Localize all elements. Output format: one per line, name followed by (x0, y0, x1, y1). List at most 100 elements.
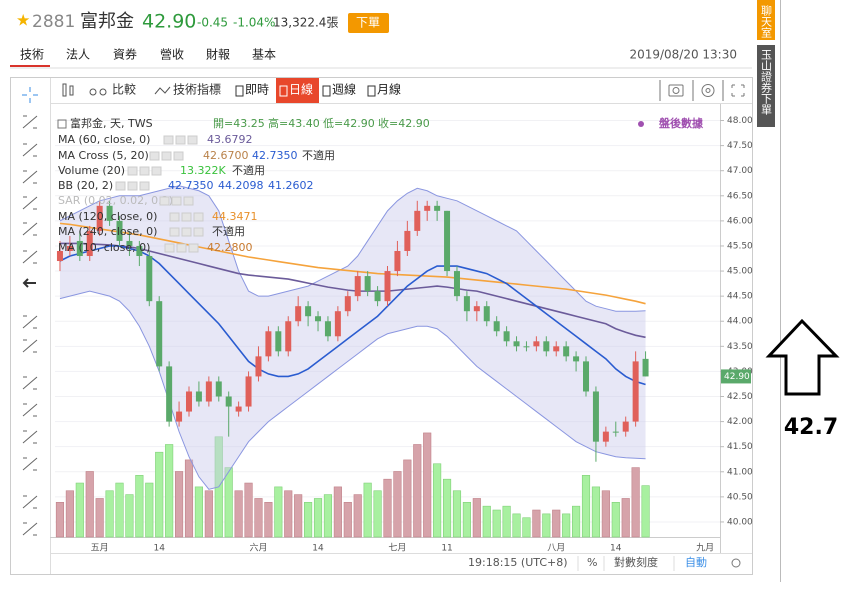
tab[interactable]: 基本 (252, 48, 276, 62)
legend-icon[interactable] (139, 166, 150, 176)
chat-tab[interactable] (757, 0, 775, 40)
tab[interactable]: 營收 (160, 48, 184, 62)
collapse-icon[interactable] (57, 119, 67, 129)
y-tick-label: 48.00 (727, 116, 753, 126)
candle-body (434, 205, 441, 211)
toolbar-right-icons[interactable] (659, 80, 745, 101)
tool-icon[interactable] (22, 170, 38, 184)
auto-toggle[interactable]: 自動 (685, 555, 707, 569)
favorite-star[interactable]: ★ (16, 11, 30, 30)
candle-body (473, 306, 480, 312)
legend-icon[interactable] (151, 166, 162, 176)
indicators-button[interactable]: 技術指標 (173, 82, 221, 97)
volume-bar (373, 490, 382, 538)
settings-icon[interactable] (731, 558, 741, 568)
volume-bar (482, 505, 491, 538)
tool-icon[interactable] (22, 143, 38, 157)
bar-type-icon[interactable] (62, 83, 74, 97)
candle-body (592, 391, 599, 442)
active-interval[interactable] (276, 78, 319, 103)
order-button-label[interactable]: 下單 (356, 16, 380, 30)
legend-icon[interactable] (183, 196, 194, 206)
tab[interactable]: 財報 (206, 47, 230, 62)
last-price-tag (721, 369, 751, 384)
legend-icon[interactable] (181, 227, 192, 237)
tool-icon[interactable] (22, 522, 38, 536)
legend-icon[interactable] (176, 243, 187, 253)
volume-bar (194, 486, 203, 538)
volume-bar (601, 490, 610, 538)
volume-bar (105, 490, 114, 538)
compare-button[interactable]: 比較 (112, 82, 136, 97)
legend-icon[interactable] (159, 196, 170, 206)
candle-body (642, 358, 649, 377)
legend-icon[interactable] (169, 212, 180, 222)
order-tab[interactable] (757, 45, 775, 127)
y-tick-label: 44.00 (727, 317, 753, 327)
legend-icon[interactable] (127, 181, 138, 191)
indicators-icon[interactable] (154, 86, 171, 95)
legend-icon[interactable] (171, 196, 182, 206)
volume-bar (502, 505, 511, 538)
volume-bar (95, 498, 104, 538)
interval-button[interactable]: 月線 (377, 82, 401, 97)
ma-line (59, 222, 646, 305)
legend-icon[interactable] (169, 227, 180, 237)
candle-body (255, 356, 262, 377)
tool-icon[interactable] (22, 376, 38, 390)
bollinger-lower (59, 290, 646, 490)
tab[interactable]: 資券 (113, 47, 137, 62)
compare-icon[interactable] (89, 88, 107, 96)
volume-bar (452, 490, 462, 538)
tool-icon[interactable] (22, 339, 38, 353)
order-tab-label[interactable]: 玉山證券下單 (760, 49, 773, 115)
legend-icon[interactable] (149, 151, 160, 161)
legend-icon[interactable] (127, 166, 138, 176)
volume-bar (294, 494, 303, 538)
tool-icon[interactable] (22, 495, 38, 509)
symbol-field: 收=42.90 (378, 116, 430, 130)
log-toggle[interactable]: 對數刻度 (614, 555, 658, 569)
tab[interactable]: 技術 (20, 48, 44, 62)
interval-button[interactable]: 週線 (332, 82, 356, 97)
volume-bar (204, 490, 213, 538)
interval-button[interactable]: 即時 (245, 83, 269, 97)
tool-icon[interactable] (22, 250, 38, 264)
tab[interactable]: 法人 (66, 48, 90, 62)
tool-icon[interactable] (22, 196, 38, 210)
volume-bar (75, 482, 84, 538)
stock-name: 富邦金 (80, 11, 134, 32)
tool-icon[interactable] (22, 278, 36, 288)
legend-icon[interactable] (161, 151, 172, 161)
legend-icon[interactable] (164, 243, 175, 253)
tool-icon[interactable] (22, 315, 38, 329)
datetime: 2019/08/20 13:30 (629, 48, 737, 62)
tool-icon[interactable] (22, 87, 38, 103)
volume-bar (135, 475, 144, 538)
legend-icon[interactable] (163, 135, 174, 145)
candle-body (66, 245, 73, 251)
tool-icon[interactable] (22, 115, 38, 129)
tool-icon[interactable] (22, 222, 38, 236)
drawing-tools (22, 87, 38, 536)
stock-code: 2881 (32, 12, 75, 32)
percent-toggle[interactable]: % (587, 556, 597, 569)
tool-icon[interactable] (22, 430, 38, 444)
legend-value: 13.322K (180, 164, 226, 177)
order-button[interactable] (348, 13, 389, 33)
legend-icon[interactable] (115, 181, 126, 191)
candle-body (146, 256, 153, 302)
legend-icon[interactable] (173, 151, 184, 161)
tool-icon[interactable] (22, 403, 38, 417)
legend-icon[interactable] (193, 212, 204, 222)
legend-icon[interactable] (181, 212, 192, 222)
legend-icon[interactable] (187, 135, 198, 145)
legend-icon[interactable] (175, 135, 186, 145)
tool-icon[interactable] (22, 457, 38, 471)
interval-button[interactable]: 日線 (289, 82, 313, 97)
legend-icon[interactable] (188, 243, 199, 253)
legend-icon[interactable] (193, 227, 204, 237)
legend-icon[interactable] (139, 181, 150, 191)
chat-tab-label[interactable]: 聊天室 (760, 4, 773, 38)
